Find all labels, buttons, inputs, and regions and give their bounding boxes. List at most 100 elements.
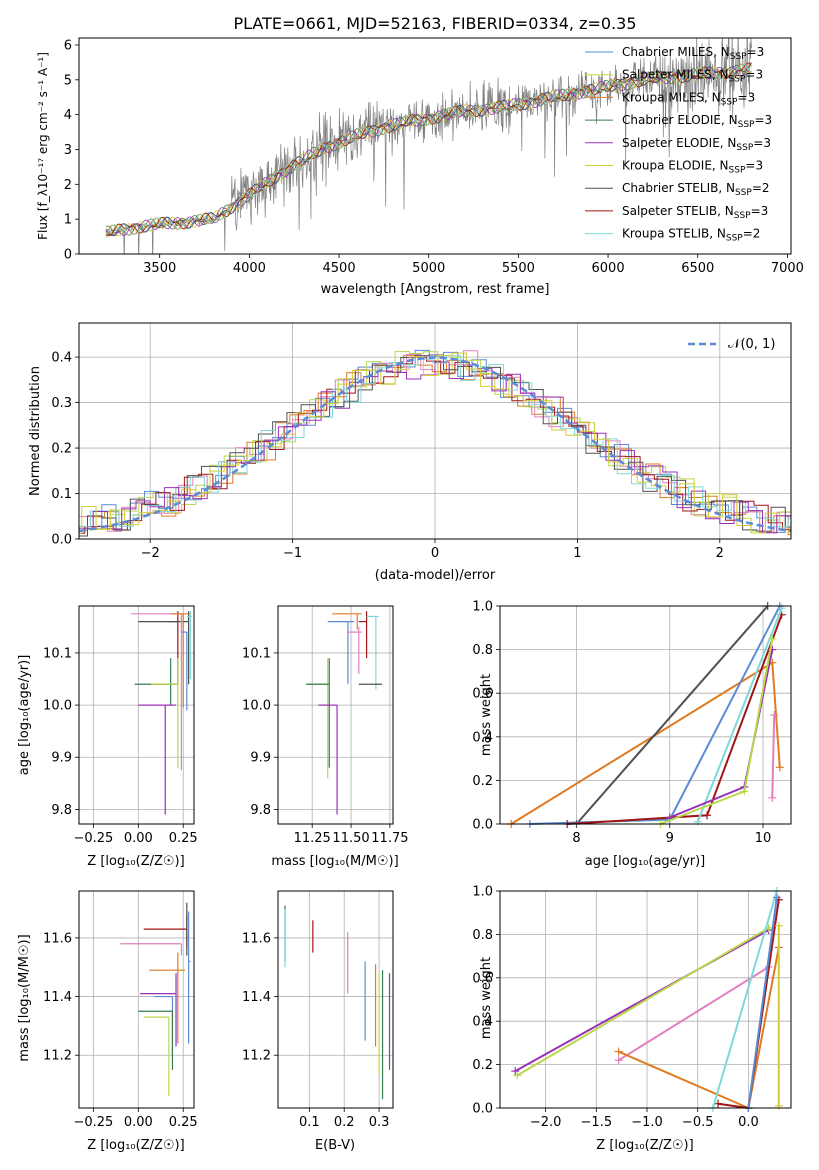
legend-label-suffix: =3 <box>753 136 771 150</box>
x-tick-label: −1.5 <box>581 1115 613 1130</box>
model-line-salpeter_elodie <box>105 66 752 237</box>
y-tick-label: 11.4 <box>242 990 271 1005</box>
legend-label: Chabrier STELIB, NSSP=2 <box>622 181 770 198</box>
weight-line-kroupa_miles <box>510 660 781 825</box>
x-tick-label: −2.0 <box>530 1115 562 1130</box>
wAge-xlabel: age [log₁₀(age/yr)] <box>585 854 706 869</box>
x-tick-label: 6500 <box>681 261 714 276</box>
y-tick-label: 9.8 <box>51 803 72 818</box>
y-tick-label: 11.6 <box>242 931 271 946</box>
legend-label-text: Chabrier MILES, N <box>622 45 730 59</box>
x-tick-label: −0.25 <box>73 1115 113 1130</box>
x-tick-label: −1.0 <box>631 1115 663 1130</box>
legend-label: Chabrier MILES, NSSP=3 <box>622 45 764 62</box>
legend-label: Chabrier ELODIE, NSSP=3 <box>622 113 772 130</box>
mZ-xlabel: Z [log₁₀(Z/Z☉)] <box>87 1138 184 1153</box>
y-tick-label: 1 <box>64 213 72 228</box>
y-tick-label: 1.0 <box>472 600 493 615</box>
weight-line-salpeter_stelib <box>567 614 783 825</box>
y-tick-label: 6 <box>64 38 72 53</box>
y-tick-label: 11.4 <box>43 990 72 1005</box>
x-tick-label: −2 <box>141 546 160 561</box>
y-tick-label: 0.2 <box>472 1058 493 1073</box>
weight-vs-age-panel: age [log₁₀(age/yr)] mass weight 8 9 10 0.0 0… <box>472 600 792 869</box>
ageM-xlabel: mass [log₁₀(M/M☉)] <box>271 854 398 869</box>
ageZ-xlabel: Z [log₁₀(Z/Z☉)] <box>87 854 184 869</box>
mE-xlabel: E(B-V) <box>315 1138 355 1153</box>
mZ-ylabel: mass [log₁₀(M/M☉)] <box>17 934 32 1061</box>
x-tick-label: 10 <box>755 831 772 846</box>
hist-step-chabrier_stelib <box>79 354 791 537</box>
ageZ-ylabel: age [log₁₀(age/yr)] <box>17 655 32 776</box>
y-tick-label: 11.2 <box>43 1049 72 1064</box>
x-tick-label: 11.75 <box>371 831 408 846</box>
legend-label: Salpeter ELODIE, NSSP=3 <box>622 136 771 153</box>
x-tick-label: 6000 <box>592 261 625 276</box>
residuals-xlabel: (data-model)/error <box>375 568 496 583</box>
weight-line-lime <box>516 927 770 1077</box>
y-tick-label: 0.4 <box>51 351 72 366</box>
spectrum-plot-area <box>105 38 752 254</box>
x-tick-label: 9 <box>666 831 674 846</box>
y-tick-label: 3 <box>64 143 72 158</box>
age-vs-Z-panel: Z [log₁₀(Z/Z☉)] age [log₁₀(age/yr)] −0.2… <box>17 605 198 869</box>
legend-label-suffix: =3 <box>738 90 756 104</box>
y-tick-label: 11.2 <box>242 1049 271 1064</box>
legend-label: Kroupa MILES, NSSP=3 <box>622 90 755 107</box>
x-tick-label: 4500 <box>323 261 356 276</box>
legend-label-sub: SSP <box>736 143 753 153</box>
y-tick-label: 0.0 <box>472 1102 493 1117</box>
legend-label-text: Kroupa ELODIE, N <box>622 159 729 173</box>
y-tick-label: 10.0 <box>242 699 271 714</box>
x-tick-label: 11.50 <box>332 831 369 846</box>
legend-label-suffix: =3 <box>754 113 772 127</box>
y-tick-label: 0.8 <box>472 928 493 943</box>
hist-step-chabrier_miles <box>79 349 791 533</box>
x-tick-label: 2 <box>716 546 724 561</box>
x-tick-label: −0.5 <box>682 1115 714 1130</box>
x-tick-label: 8 <box>572 831 580 846</box>
axes-frame <box>78 322 792 540</box>
legend-label-sub: SSP <box>735 188 752 198</box>
weight-line-pink <box>618 966 770 1062</box>
y-tick-label: 1.0 <box>472 885 493 900</box>
x-tick-label: 1 <box>573 546 581 561</box>
y-tick-label: 0.2 <box>51 442 72 457</box>
weight-line-pink <box>771 714 776 798</box>
x-tick-label: 0.00 <box>124 831 153 846</box>
x-tick-label: 0.2 <box>334 1115 355 1130</box>
hist-step-kroupa_stelib <box>79 355 791 528</box>
y-tick-label: 9.9 <box>250 751 271 766</box>
residuals-panel: (data-model)/error Normed distribution −… <box>28 322 792 583</box>
y-tick-label: 5 <box>64 73 72 88</box>
y-tick-label: 10.1 <box>43 646 72 661</box>
legend-label: Kroupa STELIB, NSSP=2 <box>622 227 760 244</box>
x-tick-label: 0.25 <box>169 1115 198 1130</box>
legend-label-sub: SSP <box>729 75 746 85</box>
axes-frame <box>277 890 394 1109</box>
legend-label-sub: SSP <box>738 120 755 130</box>
hist-plot-area <box>79 349 791 537</box>
legend-label-text: Salpeter MILES, N <box>622 68 729 82</box>
gaussian-curve <box>79 356 791 533</box>
y-tick-label: 0.2 <box>472 774 493 789</box>
axes-frame <box>78 37 792 255</box>
y-tick-label: 0 <box>64 248 72 263</box>
legend-label-sub: SSP <box>726 234 743 244</box>
legend-label: Salpeter STELIB, NSSP=3 <box>622 204 768 221</box>
axes-frame <box>499 890 792 1109</box>
x-tick-label: 5500 <box>502 261 535 276</box>
y-tick-label: 0.8 <box>472 643 493 658</box>
legend-label-sub: SSP <box>730 52 747 62</box>
legend-label-suffix: =3 <box>745 159 763 173</box>
y-tick-label: 0.1 <box>51 487 72 502</box>
legend-label-suffix: =3 <box>751 204 769 218</box>
y-tick-label: 0.3 <box>51 396 72 411</box>
x-tick-label: 0.3 <box>369 1115 390 1130</box>
weight-line-chabrier_miles <box>747 897 778 1109</box>
x-tick-label: 0.00 <box>124 1115 153 1130</box>
x-tick-label: 0 <box>431 546 439 561</box>
wAge-ylabel: mass weight <box>479 674 494 756</box>
weight-line-kroupa_stelib <box>711 890 778 1109</box>
